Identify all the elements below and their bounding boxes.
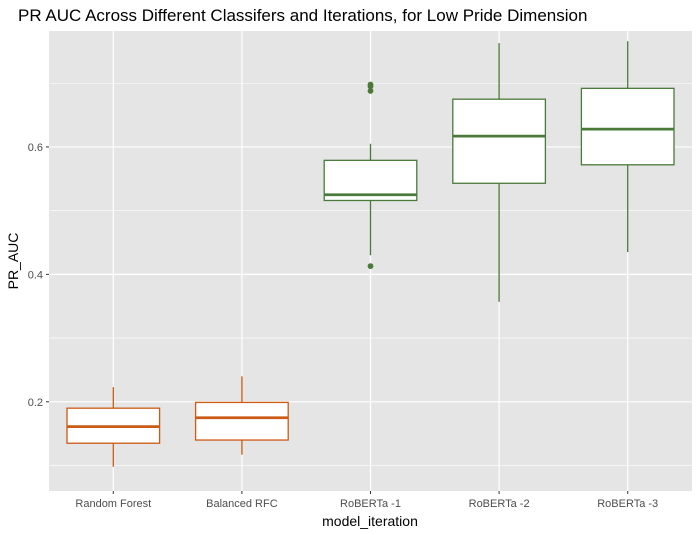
chart-title: PR AUC Across Different Classifers and I…	[18, 6, 587, 25]
box-roberta-2	[452, 43, 547, 302]
x-tick-label: RoBERTa -2	[469, 498, 530, 510]
x-axis-title: model_iteration	[322, 513, 418, 529]
y-tick-label: 0.4	[28, 269, 43, 281]
box-roberta-3	[580, 41, 675, 253]
x-tick-label: Balanced RFC	[206, 498, 278, 510]
box-roberta-1	[323, 81, 418, 269]
x-tick-label: RoBERTa -3	[597, 498, 658, 510]
box-balanced-rfc	[194, 376, 289, 455]
iqr-box	[194, 401, 289, 441]
outlier-point	[367, 87, 374, 94]
boxes-layer	[66, 41, 675, 467]
iqr-box	[580, 87, 675, 166]
y-axis-title: PR_AUC	[5, 233, 21, 290]
iqr-box	[452, 98, 547, 184]
y-axis: 0.2 0.4 0.6	[28, 142, 49, 409]
outlier-point	[367, 263, 374, 269]
outlier-point	[367, 81, 374, 88]
y-tick-label: 0.6	[28, 142, 43, 154]
y-tick-label: 0.2	[28, 397, 43, 409]
x-axis: Random Forest Balanced RFC RoBERTa -1 RoBER…	[75, 491, 658, 510]
x-tick-label: RoBERTa -1	[340, 498, 401, 510]
box-random-forest	[66, 387, 161, 467]
x-tick-label: Random Forest	[75, 498, 151, 510]
